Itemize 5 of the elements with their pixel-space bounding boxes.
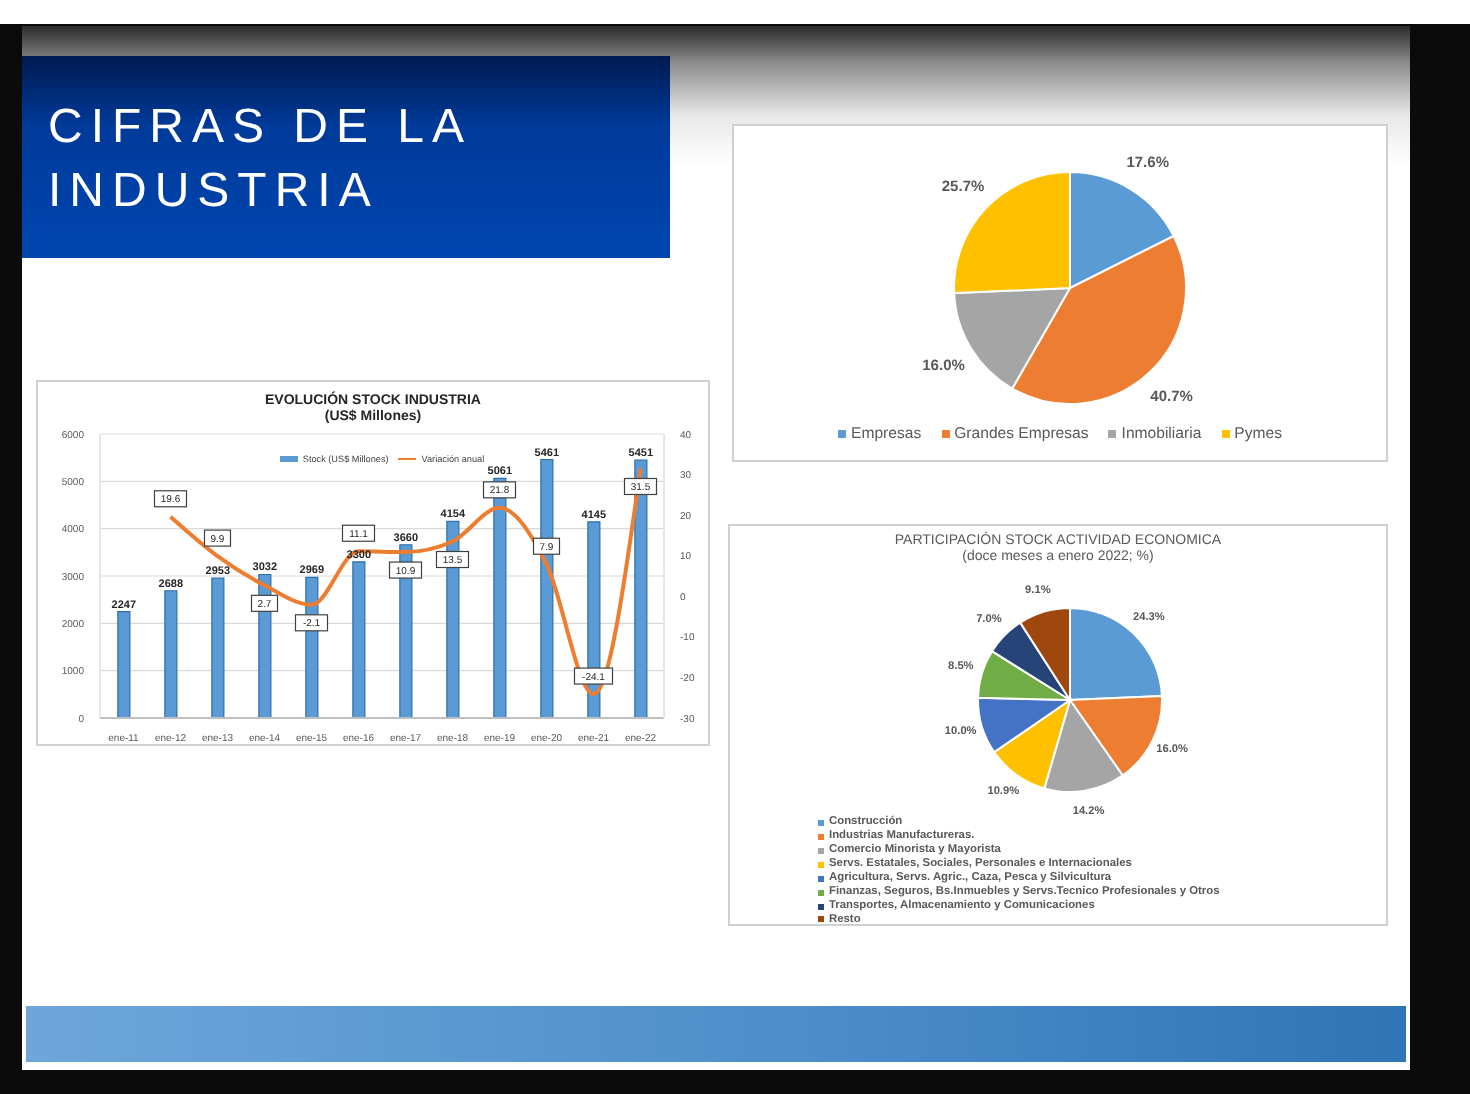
bar — [352, 561, 366, 718]
heading-panel: CIFRAS DE LA INDUSTRIA — [22, 56, 670, 258]
bar — [164, 590, 178, 718]
bar — [117, 611, 131, 718]
bar — [211, 577, 225, 718]
